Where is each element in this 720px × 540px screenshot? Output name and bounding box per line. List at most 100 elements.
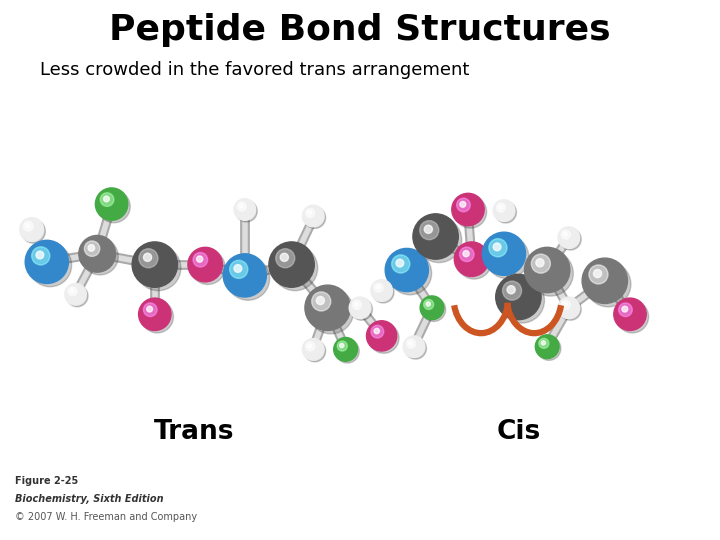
Circle shape <box>22 219 45 243</box>
Circle shape <box>622 306 628 312</box>
Circle shape <box>29 244 72 287</box>
Circle shape <box>559 228 581 250</box>
Circle shape <box>482 232 526 275</box>
Circle shape <box>20 218 44 241</box>
Circle shape <box>495 274 541 320</box>
Circle shape <box>143 303 157 316</box>
Circle shape <box>589 265 608 284</box>
Circle shape <box>559 299 581 320</box>
Circle shape <box>135 245 181 291</box>
Circle shape <box>280 253 289 261</box>
Circle shape <box>36 251 44 259</box>
Circle shape <box>371 325 384 338</box>
Circle shape <box>537 336 561 360</box>
Circle shape <box>26 224 30 228</box>
Circle shape <box>305 285 351 330</box>
Circle shape <box>454 195 487 228</box>
Circle shape <box>562 300 570 309</box>
Circle shape <box>307 211 312 214</box>
Circle shape <box>193 253 207 267</box>
Circle shape <box>413 214 458 259</box>
Circle shape <box>536 259 544 267</box>
Circle shape <box>98 191 130 222</box>
Circle shape <box>539 339 549 348</box>
Circle shape <box>454 242 489 276</box>
Circle shape <box>396 259 404 267</box>
Circle shape <box>499 278 544 323</box>
Circle shape <box>307 344 312 348</box>
Circle shape <box>353 300 361 309</box>
Circle shape <box>528 251 573 296</box>
Circle shape <box>459 247 474 261</box>
Circle shape <box>616 300 649 333</box>
Circle shape <box>100 193 114 206</box>
Circle shape <box>371 280 392 301</box>
Text: Peptide Bond Structures: Peptide Bond Structures <box>109 13 611 47</box>
Circle shape <box>562 230 570 239</box>
Circle shape <box>405 338 426 359</box>
Circle shape <box>503 281 521 300</box>
Circle shape <box>374 328 379 334</box>
Circle shape <box>389 252 432 295</box>
Circle shape <box>485 235 528 279</box>
Circle shape <box>272 245 318 291</box>
Circle shape <box>70 289 74 293</box>
Circle shape <box>558 227 580 248</box>
Circle shape <box>188 247 222 282</box>
Circle shape <box>81 238 118 275</box>
Circle shape <box>227 257 270 300</box>
Circle shape <box>336 339 359 363</box>
Circle shape <box>65 284 86 305</box>
Circle shape <box>564 232 567 236</box>
Circle shape <box>25 240 68 284</box>
Circle shape <box>613 298 647 330</box>
Circle shape <box>234 265 242 272</box>
Circle shape <box>525 247 570 293</box>
Circle shape <box>406 339 415 348</box>
Circle shape <box>416 217 462 262</box>
Circle shape <box>308 288 354 334</box>
Circle shape <box>496 203 505 212</box>
Circle shape <box>374 283 383 292</box>
Circle shape <box>32 247 50 265</box>
Circle shape <box>84 241 100 256</box>
Circle shape <box>408 341 413 345</box>
Circle shape <box>351 299 372 320</box>
Circle shape <box>230 260 248 279</box>
Circle shape <box>240 204 243 208</box>
Circle shape <box>376 285 380 289</box>
Circle shape <box>392 255 410 273</box>
Circle shape <box>104 196 109 202</box>
Circle shape <box>457 245 492 279</box>
Circle shape <box>423 300 433 309</box>
Circle shape <box>460 201 466 207</box>
Circle shape <box>536 335 559 359</box>
Circle shape <box>426 302 431 306</box>
Circle shape <box>302 339 324 360</box>
Circle shape <box>618 303 632 316</box>
Circle shape <box>420 221 438 240</box>
Text: Less crowded in the favored trans arrangement: Less crowded in the favored trans arrang… <box>40 61 469 79</box>
Circle shape <box>354 302 359 306</box>
Circle shape <box>66 285 88 307</box>
Circle shape <box>422 298 446 321</box>
Text: Biochemistry, Sixth Edition: Biochemistry, Sixth Edition <box>15 495 163 504</box>
Circle shape <box>585 261 631 307</box>
Circle shape <box>305 208 315 218</box>
Circle shape <box>452 193 484 226</box>
Circle shape <box>333 338 358 361</box>
Circle shape <box>141 300 174 333</box>
Circle shape <box>541 341 546 345</box>
Circle shape <box>139 298 171 330</box>
Circle shape <box>23 221 33 231</box>
Circle shape <box>424 225 433 233</box>
Circle shape <box>558 297 580 319</box>
Circle shape <box>68 287 77 296</box>
Circle shape <box>366 321 397 351</box>
Circle shape <box>304 340 325 362</box>
Text: © 2007 W. H. Freeman and Company: © 2007 W. H. Freeman and Company <box>15 512 197 522</box>
Circle shape <box>139 249 158 268</box>
Circle shape <box>223 254 266 297</box>
Circle shape <box>79 235 115 272</box>
Circle shape <box>593 269 602 278</box>
